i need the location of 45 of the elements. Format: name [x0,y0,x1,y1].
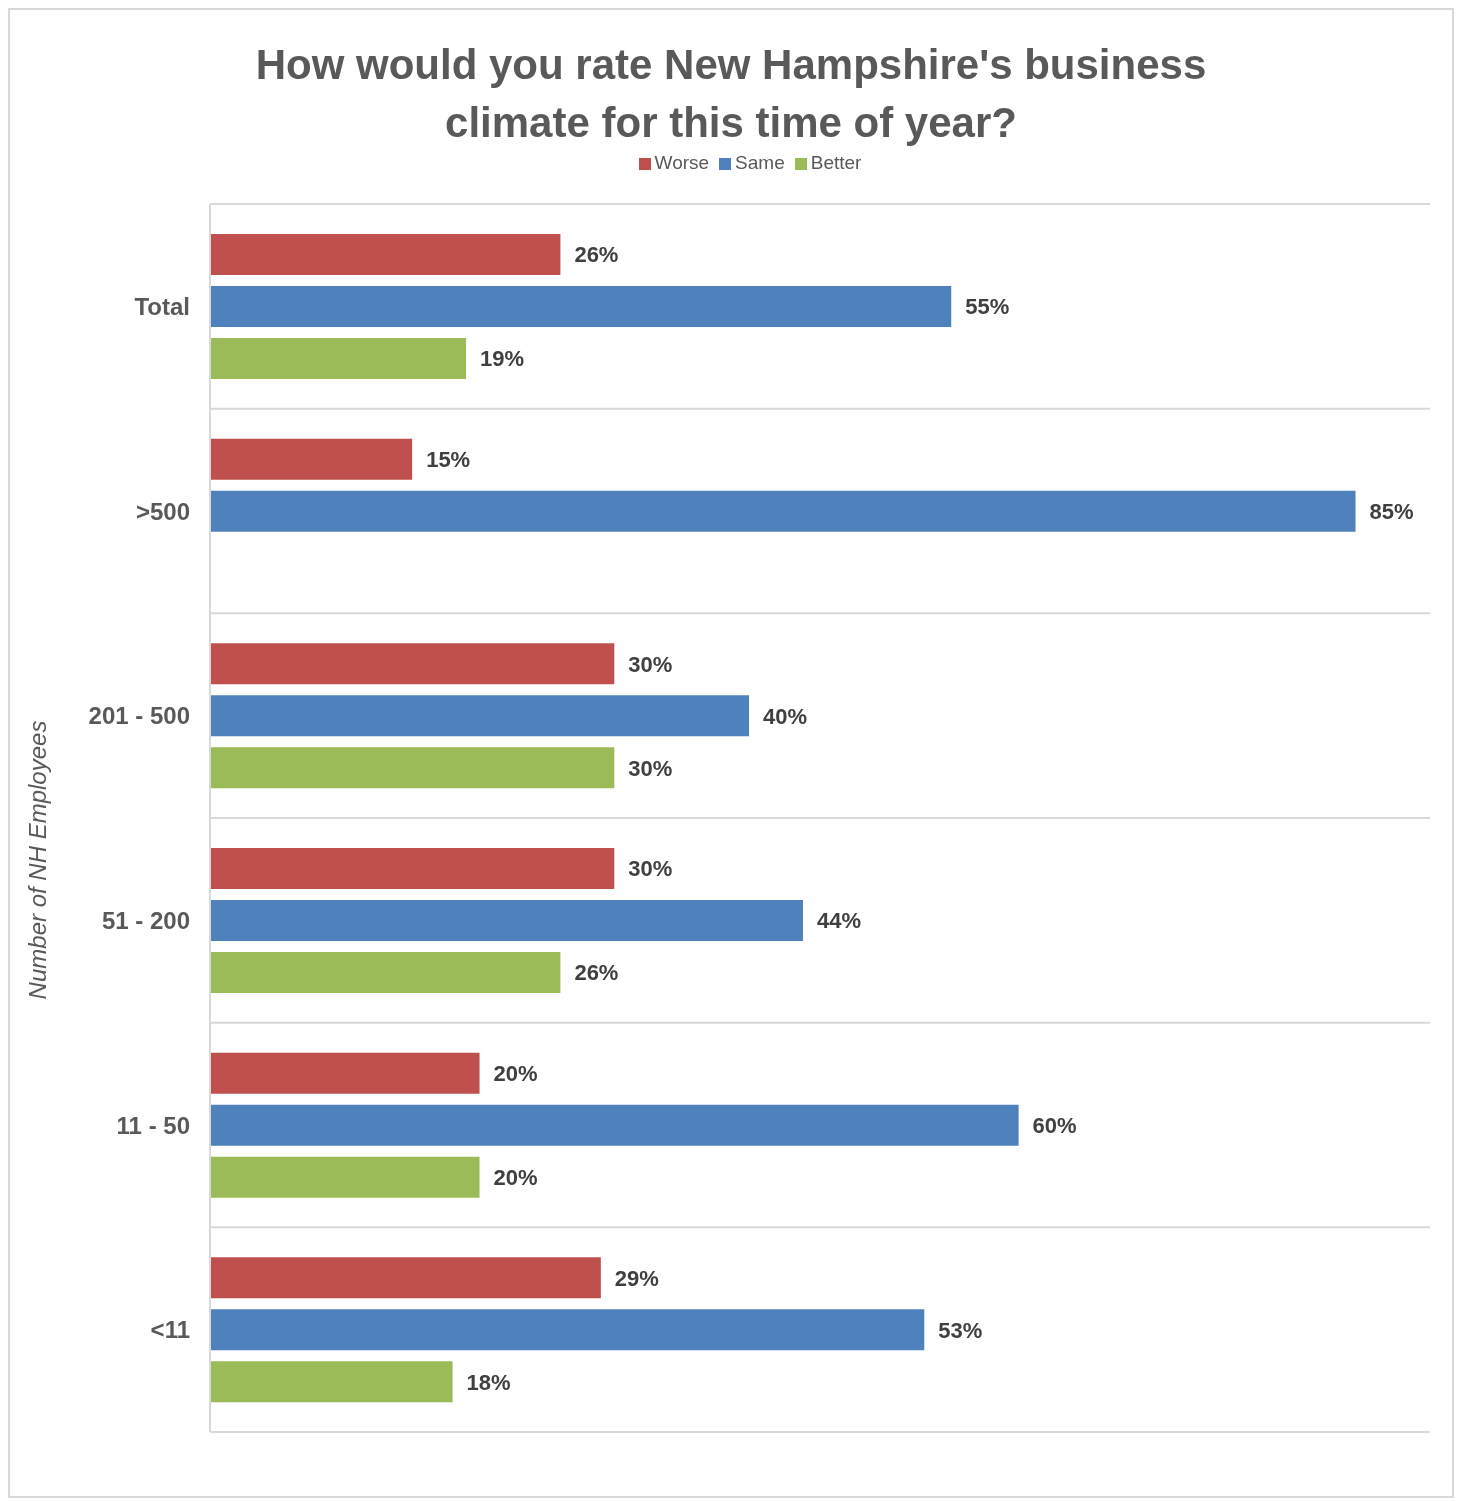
data-label: 30% [628,755,673,781]
legend-label: Same [735,151,785,173]
y-tick-label: 51 - 200 [101,906,190,934]
data-label: 26% [574,242,619,268]
bar [210,233,561,275]
bar [210,285,952,327]
data-label: 85% [1369,498,1414,524]
bar [210,747,615,789]
bar [210,490,1356,532]
data-label: 19% [480,346,525,372]
data-label: 55% [965,294,1010,320]
data-label: 30% [628,651,673,677]
bar [210,1361,453,1403]
y-tick-label: <11 [150,1316,190,1344]
data-label: 15% [426,446,471,472]
bar [210,438,413,480]
legend-label: Worse [654,151,710,173]
data-label: 53% [938,1317,983,1343]
bar [210,1104,1019,1146]
data-label: 29% [614,1265,659,1291]
y-tick-label: 11 - 50 [116,1111,190,1139]
bar [210,847,615,889]
data-label: 60% [1032,1112,1077,1138]
data-label: 40% [763,703,808,729]
y-tick-label: Total [134,292,190,320]
bar [210,1052,480,1094]
bar [210,695,750,737]
bar [210,643,615,685]
bar [210,1309,925,1351]
bar [210,337,467,379]
bar [210,1257,601,1299]
bar [210,1156,480,1198]
bar [210,951,561,993]
bar [210,899,803,941]
data-label: 20% [493,1164,538,1190]
data-label: 20% [493,1060,538,1086]
data-label: 18% [466,1369,511,1395]
y-tick-label: >500 [135,497,190,525]
data-label: 30% [628,856,673,882]
y-axis-title: Number of NH Employees [24,720,52,1000]
chart-title: How would you rate New Hampshire's business climate for this time of year? [254,40,1208,148]
legend-label: Better [810,151,862,173]
data-label: 44% [816,908,862,934]
y-tick-label: 201 - 500 [88,702,190,730]
data-label: 26% [574,960,619,986]
